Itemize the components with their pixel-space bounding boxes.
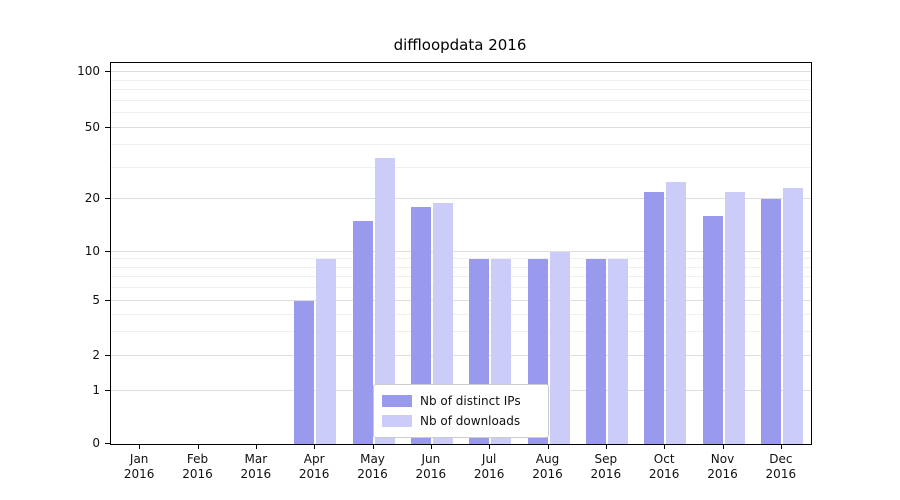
bar-distinct-ips: [352, 221, 373, 444]
minor-gridline: [111, 166, 811, 168]
bar-downloads: [724, 191, 745, 444]
legend: Nb of distinct IPs Nb of downloads: [373, 384, 549, 438]
x-tick-label-year: 2016: [123, 467, 155, 481]
x-tick-label: Sep 2016: [577, 452, 635, 482]
x-tick-mark: [605, 444, 607, 449]
legend-label: Nb of downloads: [420, 414, 521, 428]
x-tick-mark: [664, 444, 666, 449]
x-tick-mark: [255, 444, 257, 449]
x-tick-mark: [430, 444, 432, 449]
bar-distinct-ips: [294, 301, 315, 444]
bar-distinct-ips: [585, 259, 606, 444]
x-tick-mark: [139, 444, 141, 449]
bar-downloads: [607, 259, 628, 444]
x-tick-label: Jan 2016: [110, 452, 168, 482]
x-tick-label-year: 2016: [765, 467, 797, 481]
x-tick-label-year: 2016: [357, 467, 388, 481]
x-tick-label: Feb 2016: [169, 452, 227, 482]
x-tick-label: Apr 2016: [285, 452, 343, 482]
x-tick-label: Aug 2016: [519, 452, 577, 482]
bar-distinct-ips: [644, 191, 665, 444]
minor-gridline: [111, 313, 811, 315]
y-tick-label: 1: [92, 383, 100, 398]
y-tick-mark: [105, 443, 110, 444]
minor-gridline: [111, 276, 811, 278]
x-tick-label-year: 2016: [182, 467, 213, 481]
x-tick-label-year: 2016: [532, 467, 563, 481]
x-tick-label-year: 2016: [707, 467, 738, 481]
y-tick-mark: [105, 354, 110, 356]
minor-gridline: [111, 79, 811, 81]
bar-downloads: [316, 259, 337, 444]
x-tick-label: Jul 2016: [460, 452, 518, 482]
x-tick-label: Jun 2016: [402, 452, 460, 482]
y-tick-mark: [105, 127, 110, 129]
legend-label: Nb of distinct IPs: [420, 394, 521, 408]
y-tick-label: 20: [84, 191, 100, 206]
y-tick-label: 10: [84, 243, 100, 258]
bar-distinct-ips: [702, 216, 723, 444]
x-tick-mark: [722, 444, 724, 449]
minor-gridline: [111, 99, 811, 101]
x-tick-mark: [489, 444, 491, 449]
major-gridline: [111, 127, 811, 129]
bar-distinct-ips: [760, 199, 781, 444]
x-tick-label: Mar 2016: [227, 452, 285, 482]
bar-downloads: [666, 181, 687, 444]
y-tick-mark: [105, 71, 110, 73]
y-tick-label: 100: [77, 64, 100, 79]
x-tick-label: Oct 2016: [635, 452, 693, 482]
y-tick-label: 0: [92, 436, 100, 450]
x-tick-label: Nov 2016: [694, 452, 752, 482]
x-tick-label-year: 2016: [590, 467, 622, 481]
minor-gridline: [111, 287, 811, 289]
minor-gridline: [111, 89, 811, 91]
minor-gridline: [111, 330, 811, 332]
minor-gridline: [111, 112, 811, 114]
x-tick-label-year: 2016: [240, 467, 272, 481]
bar-downloads: [432, 202, 453, 444]
y-tick-mark: [105, 250, 110, 252]
bar-downloads: [782, 188, 803, 444]
y-tick-mark: [105, 390, 110, 392]
legend-row: Nb of distinct IPs: [382, 391, 540, 411]
y-tick-label: 50: [84, 120, 100, 135]
x-tick-mark: [547, 444, 549, 449]
x-tick-label-year: 2016: [473, 467, 505, 481]
x-tick-mark: [314, 444, 316, 449]
bar-downloads: [549, 251, 570, 444]
x-tick-label-year: 2016: [298, 467, 330, 481]
legend-swatch: [382, 415, 412, 427]
major-gridline: [111, 355, 811, 356]
y-tick-label: 2: [92, 347, 100, 362]
x-tick-mark: [780, 444, 782, 449]
x-tick-label-year: 2016: [648, 467, 680, 481]
minor-gridline: [111, 258, 811, 260]
legend-swatch: [382, 395, 412, 407]
x-tick-mark: [197, 444, 199, 449]
y-tick-mark: [105, 300, 110, 302]
legend-row: Nb of downloads: [382, 411, 540, 431]
x-tick-label: May 2016: [344, 452, 402, 482]
minor-gridline: [111, 144, 811, 146]
major-gridline: [111, 71, 811, 73]
major-gridline: [111, 300, 811, 302]
bar-downloads: [374, 157, 395, 444]
x-tick-label: Dec 2016: [752, 452, 810, 482]
x-tick-label-year: 2016: [415, 467, 447, 481]
major-gridline: [111, 198, 811, 200]
plot-area: Nb of distinct IPs Nb of downloads: [110, 62, 812, 445]
x-tick-mark: [372, 444, 374, 449]
y-tick-mark: [105, 198, 110, 200]
y-tick-label: 5: [92, 293, 100, 308]
minor-gridline: [111, 266, 811, 268]
major-gridline: [111, 250, 811, 252]
chart-title: diffloopdata 2016: [393, 36, 527, 54]
